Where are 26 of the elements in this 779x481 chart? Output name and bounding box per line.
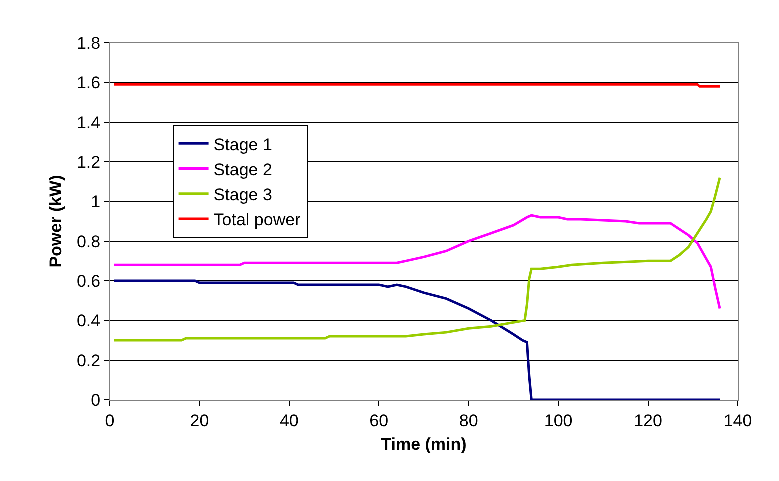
- line-series: [113, 280, 722, 400]
- y-tick-label: 0: [91, 390, 101, 410]
- x-axis-title: Time (min): [381, 434, 467, 454]
- y-tick-label: 1.6: [76, 74, 101, 93]
- line-series: [113, 214, 722, 310]
- x-tick-label: 140: [724, 411, 752, 430]
- x-tick-label: 20: [190, 411, 210, 430]
- x-tick-label: 120: [634, 411, 662, 430]
- y-tick-label: 0.6: [76, 272, 101, 291]
- x-tick-label: 0: [105, 411, 115, 430]
- legend-label: Stage 1: [214, 135, 272, 154]
- y-tick-label: 0.2: [76, 351, 101, 370]
- y-tick-label: 1: [91, 192, 101, 212]
- y-tick-label: 1.2: [76, 152, 101, 172]
- y-tick-label: 1.4: [76, 113, 101, 132]
- legend-label: Total power: [214, 210, 302, 230]
- x-tick-label: 100: [544, 411, 573, 430]
- legend-label: Stage 2: [214, 160, 272, 180]
- x-tick-label: 40: [280, 411, 299, 430]
- y-tick-label: 1.8: [76, 34, 101, 53]
- x-tick-label: 80: [459, 411, 478, 430]
- y-tick-label: 0.4: [76, 312, 101, 331]
- y-tick-label: 0.8: [76, 232, 101, 252]
- legend-label: Stage 3: [214, 185, 272, 204]
- y-axis-title: Power (kW): [46, 175, 66, 268]
- x-tick-label: 60: [370, 411, 389, 430]
